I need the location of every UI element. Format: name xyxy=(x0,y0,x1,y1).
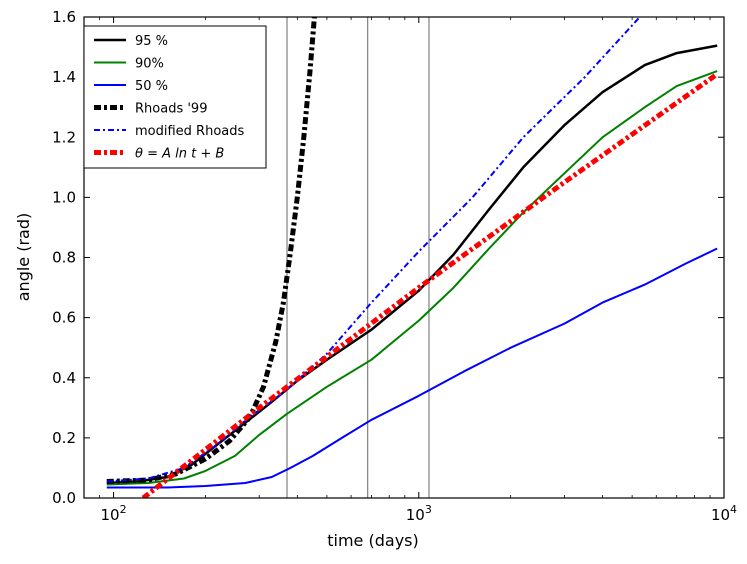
legend-label-4: modified Rhoads xyxy=(135,124,244,139)
y-tick-label: 0.4 xyxy=(52,369,76,387)
legend-label-5: θ = A ln t + B xyxy=(135,147,224,162)
series-line-1 xyxy=(106,70,718,486)
x-axis-label: time (days) xyxy=(327,531,418,550)
x-tick-label: 104 xyxy=(711,503,737,524)
series-line-2 xyxy=(106,247,718,489)
series-line-4 xyxy=(106,17,641,483)
y-tick-label: 0.0 xyxy=(52,489,76,507)
x-tick-label: 103 xyxy=(406,503,432,524)
series-line-5 xyxy=(141,72,719,498)
y-tick-label: 1.4 xyxy=(52,68,76,86)
y-tick-label: 0.2 xyxy=(52,429,76,447)
axis-ticks: 0.0 0.2 0.4 0.6 0.8 1.0 1.2 1.4 1.6 102 103 104 xyxy=(52,8,737,524)
series-line-0 xyxy=(106,44,718,485)
series-lines xyxy=(106,17,719,498)
y-tick-label: 0.8 xyxy=(52,249,76,267)
legend-entries: 95 % 90% 50 % Rhoads '99 modified Rhoads θ = … xyxy=(94,34,244,162)
y-axis-label: angle (rad) xyxy=(14,213,33,302)
y-tick-label: 1.2 xyxy=(52,128,76,146)
legend-label-0: 95 % xyxy=(135,34,168,49)
legend: 95 % 90% 50 % Rhoads '99 modified Rhoads θ = … xyxy=(83,25,267,169)
legend-label-1: 90% xyxy=(135,57,164,72)
series-line-3 xyxy=(106,17,317,484)
y-tick-label: 1.0 xyxy=(52,188,76,206)
legend-label-3: Rhoads '99 xyxy=(135,102,207,117)
legend-label-2: 50 % xyxy=(135,79,168,94)
x-tick-label: 102 xyxy=(101,503,127,524)
y-tick-label: 0.6 xyxy=(52,309,76,327)
y-tick-label: 1.6 xyxy=(52,8,76,26)
vertical-reference-lines xyxy=(286,17,430,498)
legend-box xyxy=(83,25,267,169)
